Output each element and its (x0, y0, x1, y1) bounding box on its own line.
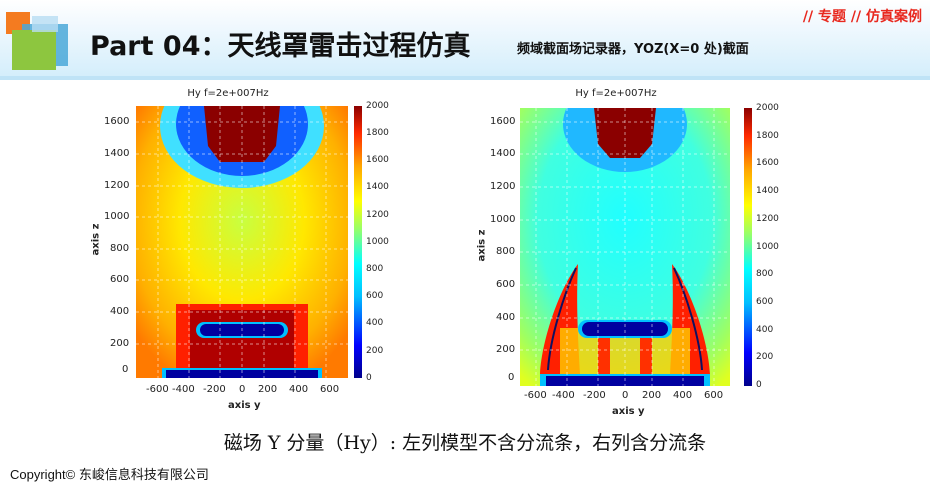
x-tick: 0 (622, 390, 629, 401)
colorbar-tick: 1800 (756, 131, 779, 141)
y-tick: 1200 (490, 181, 516, 192)
colorbar-tick: 400 (366, 318, 384, 328)
x-tick: -400 (172, 384, 195, 395)
y-tick: 1000 (104, 211, 130, 222)
colorbar-tick: 1200 (366, 210, 389, 220)
page-title: Part 04：天线罩雷击过程仿真 (90, 31, 471, 62)
logo-icon (6, 12, 68, 70)
colorbar-tick: 1600 (756, 158, 779, 168)
left-field-plot: Hy f=2e+007Hz ax (90, 84, 394, 414)
plot-title: Hy f=2e+007Hz (187, 88, 269, 99)
y-tick: 400 (496, 312, 516, 323)
x-tick: 0 (239, 384, 246, 395)
x-axis-label: axis y (612, 406, 645, 417)
x-tick: 200 (642, 390, 662, 401)
copyright-notice: Copyright© 东峻信息科技有限公司 (10, 467, 209, 482)
x-tick: -200 (203, 384, 226, 395)
figure-caption: 磁场 Y 分量（Hy）: 左列模型不含分流条，右列含分流条 (223, 432, 707, 454)
y-tick: 1600 (490, 116, 516, 127)
y-tick: 600 (110, 274, 130, 285)
colorbar-tick: 2000 (366, 101, 389, 111)
x-tick: 200 (258, 384, 278, 395)
colorbar-tick: 200 (756, 352, 774, 362)
x-tick: 600 (320, 384, 340, 395)
colorbar-tick: 200 (366, 346, 384, 356)
plot-title: Hy f=2e+007Hz (575, 88, 657, 99)
colorbar-tick: 800 (756, 269, 774, 279)
field-map-right (520, 108, 730, 386)
colorbar-tick: 1400 (756, 186, 779, 196)
y-tick: 200 (496, 344, 516, 355)
y-tick: 200 (110, 338, 130, 349)
x-tick: -600 (524, 390, 547, 401)
field-map-left (136, 106, 348, 378)
header-banner: // 专题 // 仿真案例 Part 04：天线罩雷击过程仿真 频域截面场记录器… (0, 0, 930, 76)
colorbar (354, 106, 362, 378)
y-tick: 1200 (104, 180, 130, 191)
colorbar-tick: 600 (366, 291, 384, 301)
x-tick: 400 (673, 390, 693, 401)
colorbar-tick: 2000 (756, 103, 779, 113)
colorbar-tick: 0 (366, 373, 372, 383)
right-field-plot: Hy f=2e+007Hz (476, 84, 782, 417)
y-axis-label: axis z (476, 229, 488, 262)
colorbar-tick: 0 (756, 380, 762, 390)
y-tick: 1400 (104, 148, 130, 159)
header-divider (0, 76, 930, 80)
topic-tag: // 专题 // 仿真案例 (802, 9, 922, 25)
colorbar-tick: 1600 (366, 155, 389, 165)
colorbar-tick: 400 (756, 325, 774, 335)
page-subtitle: 频域截面场记录器，YOZ(X=0 处)截面 (517, 42, 749, 57)
x-tick: -400 (552, 390, 575, 401)
y-tick: 600 (496, 279, 516, 290)
x-tick: 600 (704, 390, 724, 401)
colorbar (744, 108, 752, 386)
y-tick: 1000 (490, 214, 516, 225)
colorbar-tick: 1800 (366, 128, 389, 138)
colorbar-tick: 1000 (366, 237, 389, 247)
colorbar-tick: 800 (366, 264, 384, 274)
x-tick: 400 (289, 384, 309, 395)
x-axis-label: axis y (228, 400, 261, 411)
colorbar-tick: 1400 (366, 182, 389, 192)
y-tick: 1600 (104, 116, 130, 127)
x-tick: -200 (583, 390, 606, 401)
y-tick: 800 (496, 246, 516, 257)
y-tick: 0 (122, 364, 129, 375)
colorbar-tick: 600 (756, 297, 774, 307)
colorbar-tick: 1200 (756, 214, 779, 224)
y-tick: 1400 (490, 148, 516, 159)
y-tick: 800 (110, 243, 130, 254)
colorbar-tick: 1000 (756, 242, 779, 252)
y-axis-label: axis z (90, 223, 102, 256)
x-tick: -600 (146, 384, 169, 395)
y-tick: 400 (110, 306, 130, 317)
y-tick: 0 (508, 372, 515, 383)
